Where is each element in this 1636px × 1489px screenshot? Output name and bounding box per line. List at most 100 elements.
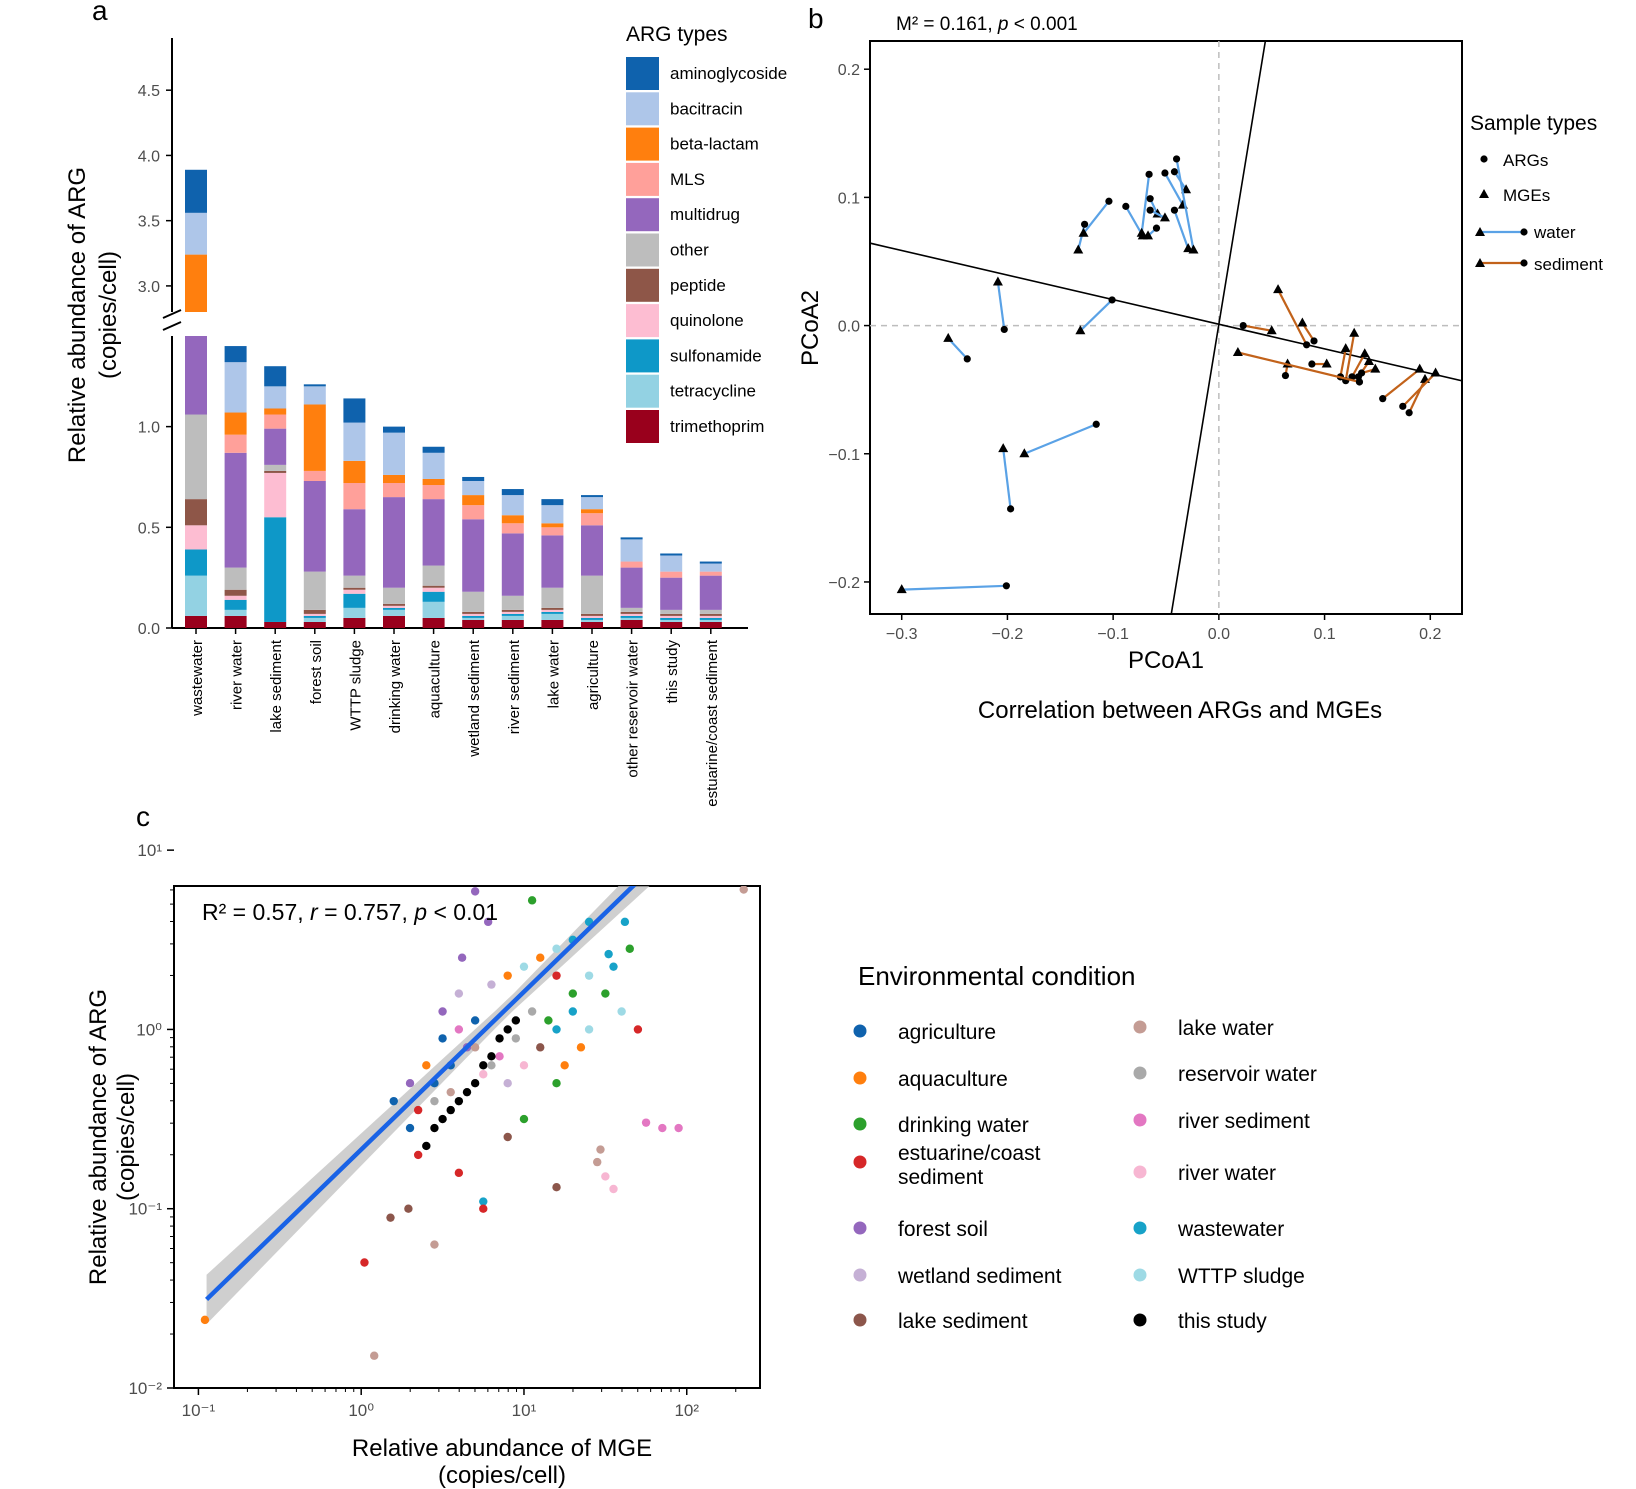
a-bar-segment-MLS (501, 523, 524, 534)
a-category-label: drinking water (387, 640, 404, 733)
b-arg-point (1308, 360, 1316, 368)
a-bar-segment-tetracycline (462, 617, 485, 620)
b-mge-point (1075, 325, 1086, 335)
c-point-estuarine-coast-sediment (413, 1105, 423, 1115)
a-legend-label: beta-lactam (670, 135, 759, 154)
a-bar-segment-trimethoprim (343, 617, 366, 628)
b-pair-line-sediment (1402, 372, 1437, 408)
c-point-drinking-water (519, 1114, 529, 1124)
c-legend-swatch (853, 1117, 867, 1131)
c-point-drinking-water (568, 989, 578, 998)
c-point-river-sediment (454, 1025, 464, 1034)
c-point-river-water (609, 1184, 618, 1194)
a-bar-segment-MLS (620, 561, 643, 568)
c-point-estuarine-coast-sediment (413, 1150, 423, 1160)
c-legend-swatch (853, 1155, 867, 1169)
b-legend-label: water (1533, 223, 1576, 242)
c-point-reservoir-water (430, 1096, 439, 1106)
c-xtick-label: 10² (674, 1401, 699, 1420)
c-point-this-study (511, 1016, 521, 1025)
a-bar-segment-other (620, 607, 643, 612)
b-arg-point (1092, 420, 1100, 428)
panel-c-ylabel-line2: (copies/cell) (113, 1073, 140, 1201)
c-legend-label: drinking water (898, 1114, 1029, 1137)
c-point-estuarine-coast-sediment (552, 971, 561, 980)
a-bar-segment-tetracycline (303, 617, 326, 622)
b-mge-point (1266, 325, 1277, 335)
b-mge-point (1159, 212, 1170, 222)
c-point-this-study (503, 1025, 512, 1034)
a-bar-segment-multidrug (383, 497, 405, 588)
b-legend-label: sediment (1534, 255, 1603, 274)
a-bar-segment-other (264, 464, 287, 471)
a-bar-segment-peptide (303, 609, 326, 614)
c-ytick-label: 10⁰ (136, 1020, 162, 1039)
b-legend-mge-symbol (1479, 189, 1489, 198)
b-xtick-label: −0.1 (1097, 626, 1129, 643)
b-arg-point (1303, 341, 1311, 349)
panel-b-subtitle-m2: M² = 0.161, (896, 14, 998, 35)
a-bar-segment-trimethoprim (462, 619, 485, 628)
a-legend-label: aminoglycoside (670, 64, 787, 83)
a-bar-segment-trimethoprim (541, 619, 564, 628)
a-bar-segment-MLS (264, 414, 287, 429)
c-point-this-study (422, 1141, 431, 1151)
b-legend-water-arg (1520, 228, 1528, 236)
b-procrustes-axis (1170, 41, 1267, 614)
a-bar-segment-sulfonamide (699, 617, 722, 620)
c-point-wastewater (741, 726, 749, 734)
panel-b-ticks: −0.3 −0.2 −0.1 0.0 0.1 0.2 −0.2 −0.1 0.0 0.1 0.2 (828, 62, 1441, 643)
a-category-label: wastewater (189, 640, 206, 717)
panel-c-fit-line (204, 886, 637, 1302)
a-bar-segment-sulfonamide (462, 615, 485, 618)
a-bar-segment-tetracycline (699, 619, 722, 622)
a-bar-segment-quinolone (343, 589, 366, 594)
a-bar-segment-bacitracin (620, 539, 643, 562)
b-arg-point (1081, 220, 1089, 228)
c-point-reservoir-water (511, 1034, 521, 1043)
a-bar-segment-multidrug (462, 519, 485, 592)
a-bar-segment-sulfonamide (422, 591, 445, 602)
b-pair-line-water (1175, 158, 1195, 251)
panel-c-ticks: 10⁻¹ 10⁰ 10¹ 10² 10⁻² 10⁻¹ 10⁰ 10¹ (128, 841, 737, 1420)
a-bar-segment-peptide (462, 611, 485, 614)
a-category-label: forest soil (308, 640, 325, 704)
b-legend-sediment-mge (1475, 258, 1485, 267)
b-legend-label: MGEs (1503, 186, 1550, 205)
a-bar-segment-tetracycline (343, 607, 366, 618)
b-pair-line-sediment (1277, 289, 1308, 346)
c-point-this-study (430, 1123, 439, 1133)
c-point-wastewater (479, 1197, 488, 1206)
panel-b-subtitle-threshold: < 0.001 (1009, 14, 1078, 35)
b-ytick-label: 0.1 (838, 190, 860, 207)
a-bar-segment-bacitracin (541, 505, 564, 524)
c-point-forest-soil (457, 953, 467, 962)
a-bar-segment-sulfonamide (541, 611, 564, 614)
c-point-drinking-water (601, 989, 610, 998)
a-bar-segment-aminoglycoside (383, 426, 405, 433)
c-point-aquaculture (560, 1061, 569, 1070)
a-bar-segment-other (699, 609, 722, 614)
panel-c-annotation-rvalue: = 0.757, (318, 899, 415, 925)
c-point-wastewater (609, 962, 618, 971)
b-pair-line-sediment (1344, 333, 1356, 381)
a-bar-segment-tetracycline (620, 617, 643, 620)
panel-b-reference-lines (870, 41, 1462, 614)
b-mge-point (1321, 358, 1332, 368)
a-bar-segment-aminoglycoside (185, 169, 207, 213)
b-arg-point (1170, 206, 1179, 214)
a-bar-segment-other (581, 575, 603, 614)
a-bar-segment-tetracycline (501, 615, 524, 620)
b-arg-point (1152, 224, 1161, 232)
b-procrustes-axis (870, 242, 1462, 382)
a-legend-label: sulfonamide (670, 346, 762, 365)
a-bar-segment-trimethoprim (224, 615, 247, 628)
c-point-lake-water (596, 1145, 605, 1154)
a-ytick-label: 4.0 (138, 148, 160, 165)
a-bar-segment-other (343, 575, 366, 588)
a-bar-segment-multidrug (541, 535, 564, 588)
a-bar-segment-aminoglycoside (422, 446, 445, 453)
panel-c-legend: agriculture aquaculture drinking water estu… (853, 1017, 1317, 1333)
a-bar-segment-peptide (264, 470, 287, 473)
a-bar-segment-trimethoprim (185, 615, 207, 628)
